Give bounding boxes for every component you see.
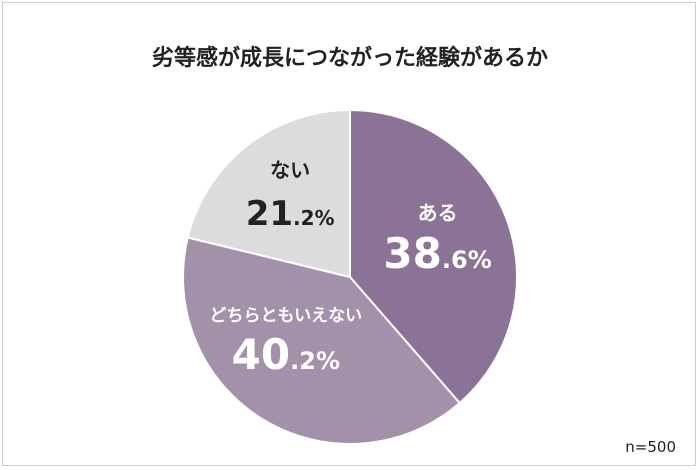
slice-value-3: 21.2% [246,194,335,234]
slice-label-2: どちらともいえない [210,306,363,326]
slice-label-3: ない [270,158,310,182]
pie-slice-2 [182,236,462,445]
slice-value-2: 40.2% [232,330,340,379]
pie-labels: ある 38.6% どちらともいえない 40.2% ない 21.2% [210,158,492,379]
sample-size-note: n=500 [625,438,676,456]
slice-value-1: 38.6% [383,229,491,278]
pie-slices [182,108,518,445]
pie-slice-1 [349,108,518,405]
pie-slice-3 [186,108,351,279]
slice-label-1: ある [418,201,458,225]
chart-title: 劣等感が成長につながった経験があるか [151,46,548,71]
